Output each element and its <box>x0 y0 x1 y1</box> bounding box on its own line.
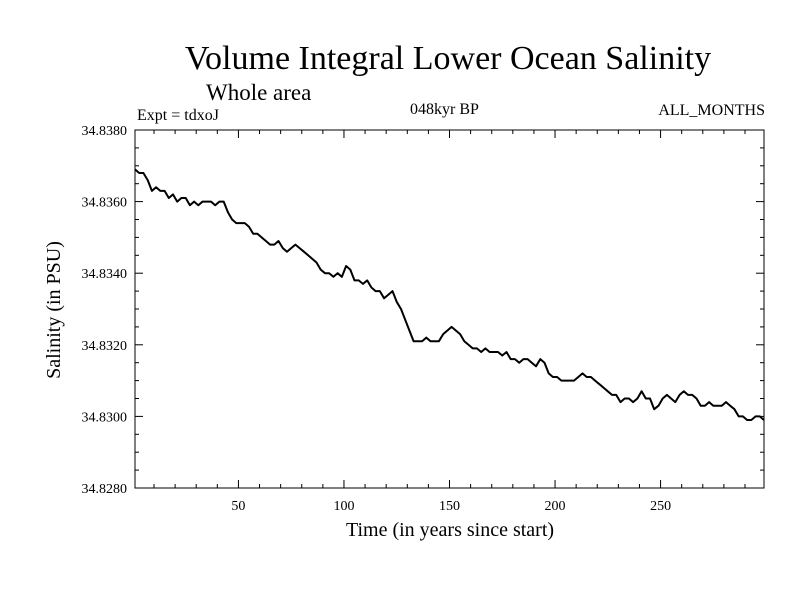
x-tick-label: 50 <box>231 499 245 514</box>
period-label: 048kyr BP <box>410 101 479 118</box>
y-tick-label: 34.8280 <box>82 482 128 497</box>
x-tick-label: 200 <box>545 499 566 514</box>
x-tick-label: 100 <box>333 499 354 514</box>
x-tick-label: 250 <box>650 499 671 514</box>
y-tick-label: 34.8340 <box>82 267 128 282</box>
y-tick-label: 34.8380 <box>82 124 128 139</box>
chart-title: Volume Integral Lower Ocean Salinity <box>185 40 711 77</box>
y-tick-label: 34.8300 <box>82 410 128 425</box>
chart-subtitle: Whole area <box>206 80 311 105</box>
x-axis-label: Time (in years since start) <box>346 519 554 541</box>
months-label: ALL_MONTHS <box>658 102 765 119</box>
y-axis: 34.8280 34.8300 34.8320 34.8340 34.8360 34.83… <box>82 124 764 497</box>
experiment-label: Expt = tdxoJ <box>137 107 219 124</box>
x-axis: 50 100 150 200 250 <box>153 130 746 514</box>
salinity-line <box>134 168 765 421</box>
y-tick-label: 34.8320 <box>82 339 128 354</box>
x-tick-label: 150 <box>439 499 460 514</box>
y-tick-label: 34.8360 <box>82 196 128 211</box>
plot-frame <box>134 129 765 489</box>
y-axis-label: Salinity (in PSU) <box>43 241 65 379</box>
